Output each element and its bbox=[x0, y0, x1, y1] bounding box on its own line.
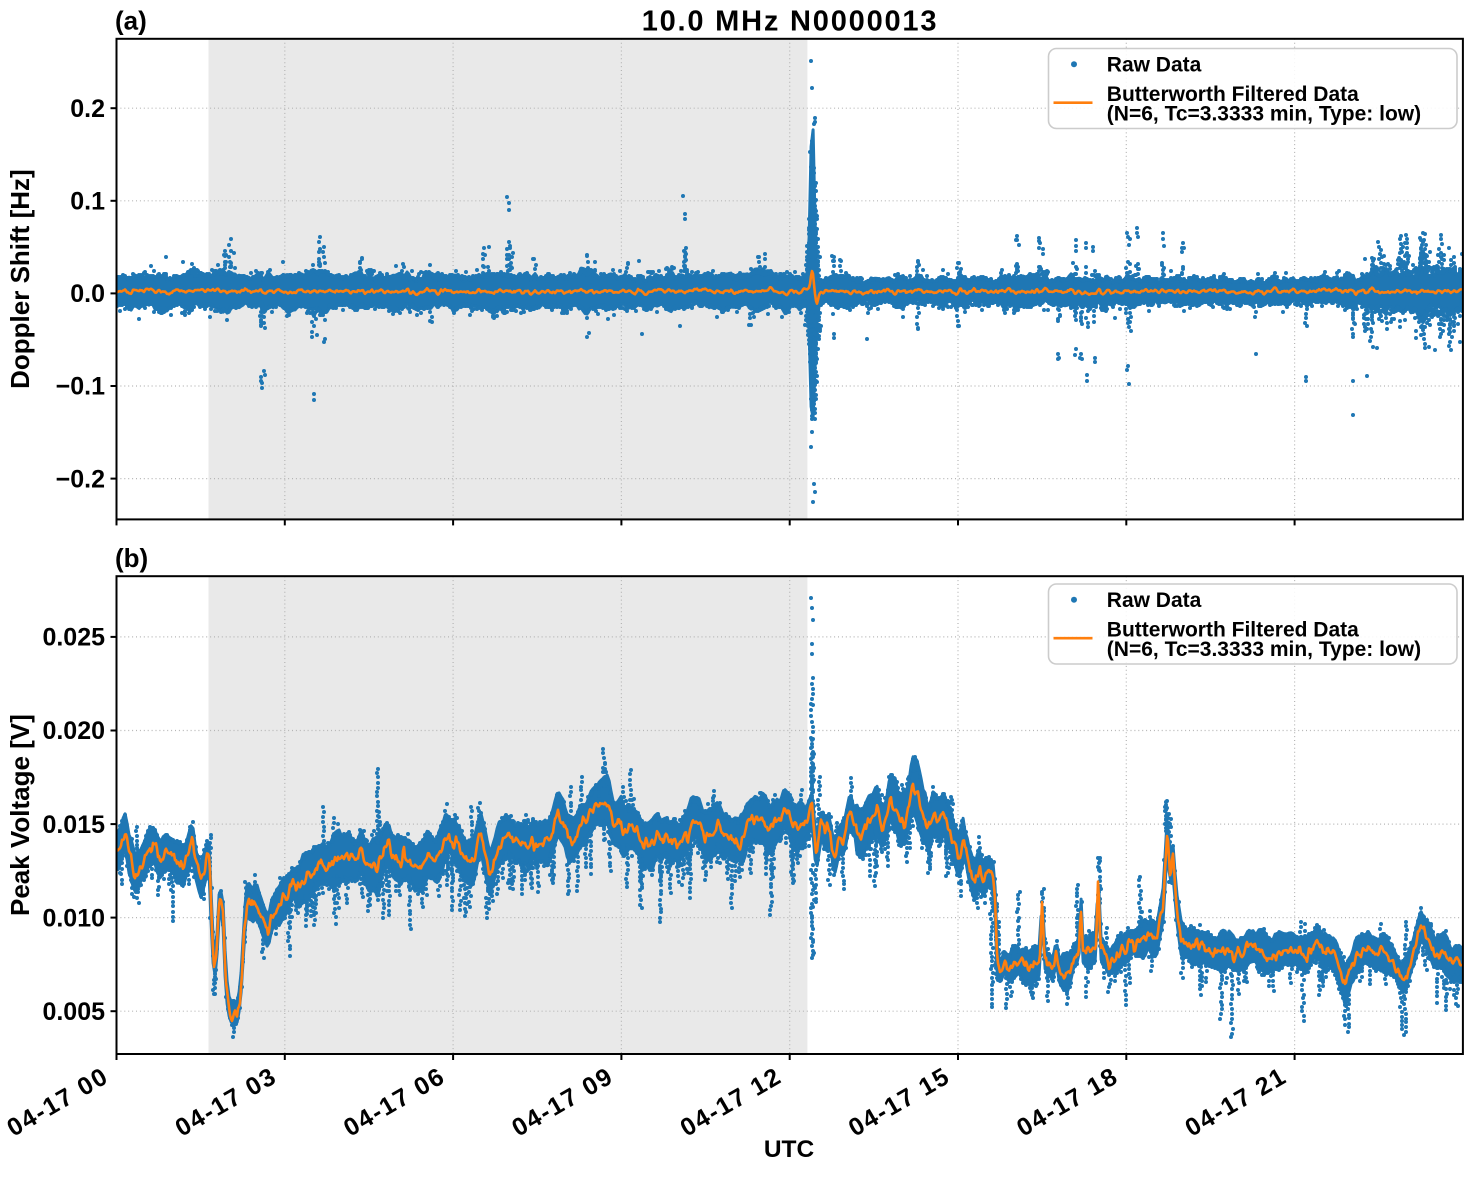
svg-text:0.2: 0.2 bbox=[70, 95, 105, 123]
svg-text:0.020: 0.020 bbox=[42, 717, 105, 745]
svg-text:Butterworth Filtered Data: Butterworth Filtered Data bbox=[1107, 618, 1359, 641]
svg-text:(N=6, Tc=3.3333 min, Type: low: (N=6, Tc=3.3333 min, Type: low) bbox=[1107, 638, 1421, 661]
svg-text:Butterworth Filtered Data: Butterworth Filtered Data bbox=[1107, 83, 1359, 106]
svg-text:10.0 MHz N0000013: 10.0 MHz N0000013 bbox=[642, 6, 939, 38]
svg-text:0.1: 0.1 bbox=[70, 188, 105, 216]
svg-text:−0.1: −0.1 bbox=[56, 373, 105, 401]
svg-text:0.010: 0.010 bbox=[42, 904, 105, 932]
svg-text:(b): (b) bbox=[115, 543, 148, 573]
svg-text:−0.2: −0.2 bbox=[56, 465, 105, 493]
svg-text:UTC: UTC bbox=[764, 1136, 815, 1163]
svg-text:(a): (a) bbox=[115, 6, 147, 36]
svg-text:0.0: 0.0 bbox=[70, 280, 105, 308]
svg-text:Raw Data: Raw Data bbox=[1107, 54, 1202, 77]
svg-text:0.005: 0.005 bbox=[42, 998, 105, 1026]
svg-text:0.015: 0.015 bbox=[42, 811, 105, 839]
svg-text:Doppler Shift [Hz]: Doppler Shift [Hz] bbox=[5, 169, 35, 389]
svg-text:0.025: 0.025 bbox=[42, 624, 105, 652]
svg-text:(N=6, Tc=3.3333 min, Type: low: (N=6, Tc=3.3333 min, Type: low) bbox=[1107, 102, 1421, 125]
svg-text:Peak Voltage [V]: Peak Voltage [V] bbox=[5, 714, 35, 916]
svg-text:Raw Data: Raw Data bbox=[1107, 589, 1202, 612]
